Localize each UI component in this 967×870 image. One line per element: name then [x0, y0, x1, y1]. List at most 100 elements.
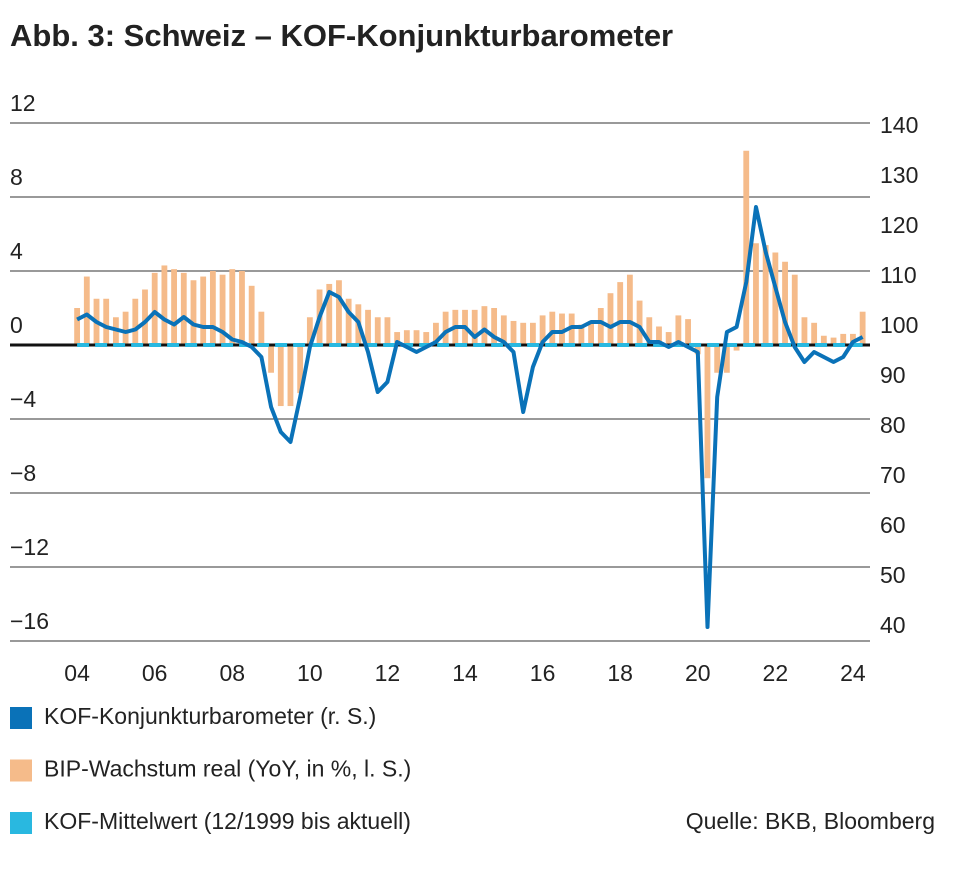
bar	[394, 332, 401, 345]
x-tick-label: 04	[64, 660, 90, 686]
bar	[190, 280, 197, 345]
bar	[151, 272, 158, 345]
bar	[491, 308, 498, 345]
y2-tick-label: 120	[880, 212, 918, 238]
bar	[753, 243, 759, 345]
bar	[617, 282, 624, 345]
bar	[229, 269, 236, 345]
bar	[403, 330, 410, 345]
y-tick-label: −12	[10, 534, 49, 560]
legend-swatch	[10, 812, 32, 834]
bar	[258, 311, 265, 345]
bar	[442, 311, 449, 345]
chart-title: Abb. 3: Schweiz – KOF-Konjunkturbaromete…	[10, 18, 673, 53]
y2-tick-label: 50	[880, 562, 906, 588]
bar	[374, 317, 381, 345]
bar	[200, 276, 207, 345]
y-tick-label: 4	[10, 238, 23, 264]
bar	[811, 322, 818, 345]
y2-tick-label: 110	[880, 262, 917, 288]
kof-line	[76, 205, 864, 629]
bar	[248, 285, 255, 345]
bar	[539, 315, 546, 345]
bar	[656, 326, 662, 345]
y-tick-label: −4	[10, 386, 36, 412]
bar	[365, 309, 371, 345]
x-tick-label: 18	[607, 660, 633, 686]
bar	[122, 311, 129, 345]
bar	[83, 276, 90, 345]
y2-tick-label: 100	[880, 312, 918, 338]
y2-tick-label: 140	[880, 112, 918, 138]
bar	[471, 309, 478, 345]
bar	[850, 333, 856, 345]
bar	[423, 332, 430, 345]
bar	[733, 345, 740, 351]
bar	[268, 345, 274, 373]
bar	[132, 298, 139, 345]
bar	[743, 150, 750, 345]
bar	[413, 330, 420, 345]
y-tick-label: −16	[10, 608, 49, 634]
bar	[714, 345, 721, 373]
x-tick-label: 10	[297, 660, 323, 686]
bar	[142, 289, 148, 345]
bar	[723, 345, 730, 373]
bar	[830, 337, 837, 345]
bar	[219, 274, 226, 345]
bar	[433, 322, 439, 345]
bar	[646, 317, 653, 345]
bar	[500, 315, 507, 345]
bar	[801, 317, 808, 345]
bar	[287, 345, 294, 407]
bar	[588, 320, 595, 345]
bar	[239, 271, 245, 345]
y-tick-label: 0	[10, 312, 23, 338]
bar	[772, 252, 779, 345]
bar	[791, 274, 798, 345]
bar	[694, 345, 701, 355]
bar	[607, 293, 614, 345]
y-tick-label: 12	[10, 90, 36, 116]
x-tick-label: 06	[142, 660, 168, 686]
bar	[520, 322, 527, 345]
bar	[171, 269, 177, 345]
x-tick-label: 16	[530, 660, 556, 686]
y2-tick-label: 70	[880, 462, 906, 488]
bar	[180, 272, 187, 345]
x-tick-label: 22	[763, 660, 789, 686]
legend-swatch	[10, 759, 32, 782]
bar	[481, 306, 488, 345]
bar	[297, 345, 304, 394]
bar	[859, 311, 866, 345]
x-tick-label: 20	[685, 660, 711, 686]
y2-tick-label: 130	[880, 162, 918, 188]
y2-tick-label: 90	[880, 362, 906, 388]
bar	[549, 311, 556, 345]
bar	[840, 333, 847, 345]
bar	[626, 274, 633, 345]
bar	[510, 320, 517, 345]
bar	[704, 345, 711, 479]
bar	[675, 315, 682, 345]
legend-label: KOF-Konjunkturbarometer (r. S.)	[44, 703, 376, 729]
bar	[103, 298, 110, 345]
bar	[345, 298, 352, 345]
legend-swatch	[10, 707, 32, 729]
y-tick-label: −8	[10, 460, 36, 486]
legend-label: KOF-Mittelwert (12/1999 bis aktuell)	[44, 808, 411, 834]
bar	[636, 300, 643, 345]
bar	[209, 271, 216, 345]
x-tick-label: 12	[375, 660, 401, 686]
bar	[161, 265, 168, 345]
bar	[685, 319, 691, 345]
bar	[782, 261, 788, 345]
bar	[762, 245, 769, 345]
bar	[597, 308, 604, 345]
y2-tick-label: 40	[880, 612, 906, 638]
bar	[578, 324, 585, 345]
bar	[336, 280, 342, 345]
bar	[306, 317, 313, 345]
x-tick-label: 24	[840, 660, 866, 686]
